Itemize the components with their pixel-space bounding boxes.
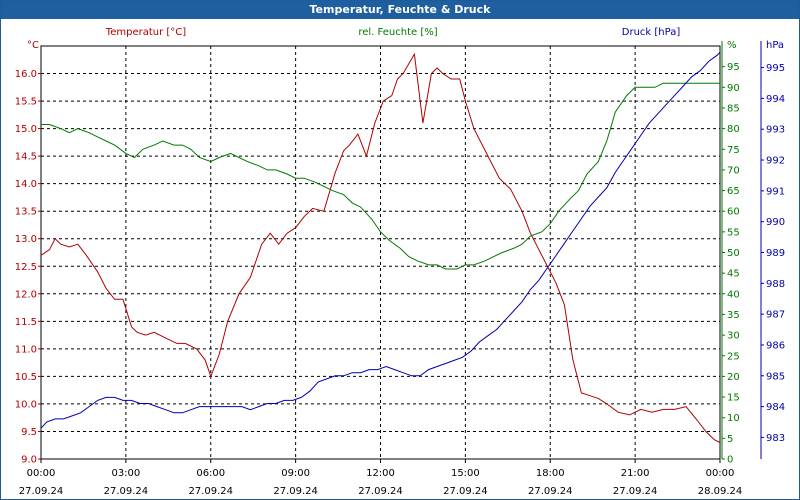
x-tick-label-time: 15:00 xyxy=(451,468,480,479)
pressure-tick-label: 993 xyxy=(766,125,785,136)
humidity-tick-label: 65 xyxy=(727,186,740,197)
pressure-series-line xyxy=(40,51,721,429)
temperature-tick-label: 16.0 xyxy=(15,69,37,80)
x-tick-label-date: 27.09.24 xyxy=(104,486,149,497)
x-tick-label-date: 27.09.24 xyxy=(443,486,488,497)
humidity-tick-label: 70 xyxy=(727,165,740,176)
temperature-tick-label: 9.5 xyxy=(21,427,37,438)
x-tick-label-date: 28.09.24 xyxy=(698,486,743,497)
pressure-tick-label: 988 xyxy=(766,279,785,290)
x-tick-label-date: 27.09.24 xyxy=(528,486,573,497)
humidity-tick-label: 30 xyxy=(727,331,740,342)
x-tick-label-time: 12:00 xyxy=(366,468,395,479)
x-tick-label-date: 27.09.24 xyxy=(273,486,318,497)
temperature-tick-label: 11.0 xyxy=(15,344,37,355)
x-tick-label-date: 27.09.24 xyxy=(188,486,233,497)
humidity-tick-label: 40 xyxy=(727,289,740,300)
x-tick-label-date: 27.09.24 xyxy=(19,486,64,497)
humidity-tick-label: 90 xyxy=(727,83,740,94)
series-group xyxy=(40,51,721,443)
temperature-tick-label: 14.5 xyxy=(15,152,37,163)
temperature-tick-label: 14.0 xyxy=(15,179,37,190)
chart-title: Temperatur, Feuchte & Druck xyxy=(1,1,799,19)
pressure-axis: 983 984 985 986 987 988 989 990 991 992 993 994 995 h… xyxy=(622,27,785,459)
temperature-tick-label: 12.0 xyxy=(15,289,37,300)
temperature-axis: 9.0 9.5 10.0 10.5 11.0 11.5 12.0 12.5 13.0 13.5 14… xyxy=(15,27,187,466)
humidity-axis: 0 5 10 15 20 25 30 35 40 45 50 55 60 65 70 75 80 85 90 95% r… xyxy=(358,27,739,466)
pressure-tick-label: 984 xyxy=(766,402,785,413)
humidity-tick-label: 10 xyxy=(727,413,740,424)
temperature-series-line xyxy=(40,52,721,443)
x-tick-label-date: 27.09.24 xyxy=(358,486,403,497)
x-tick-label-time: 00:00 xyxy=(27,468,56,479)
temperature-tick-label: 10.0 xyxy=(15,399,37,410)
temperature-tick-label: 10.5 xyxy=(15,372,37,383)
pressure-tick-label: 990 xyxy=(766,217,785,228)
humidity-tick-label: 85 xyxy=(727,103,740,114)
pressure-tick-label: 987 xyxy=(766,310,785,321)
time-axis: 00:00 27.09.24 03:00 27.09.24 06:00 27.09.24 0… xyxy=(19,459,743,497)
pressure-unit-label: hPa xyxy=(766,40,784,51)
pressure-tick-label: 991 xyxy=(766,186,785,197)
x-tick-label-time: 03:00 xyxy=(111,468,140,479)
pressure-tick-label: 992 xyxy=(766,156,785,167)
humidity-tick-label: 95 xyxy=(727,62,740,73)
chart-canvas: 9.0 9.5 10.0 10.5 11.0 11.5 12.0 12.5 13.0 13.5 14… xyxy=(15,27,785,497)
humidity-tick-label: 55 xyxy=(727,227,740,238)
x-tick-label-date: 27.09.24 xyxy=(613,486,658,497)
humidity-tick-label: 0 xyxy=(727,455,733,466)
temperature-tick-label: 15.5 xyxy=(15,97,37,108)
x-tick-label-time: 09:00 xyxy=(281,468,310,479)
pressure-axis-title: Druck [hPa] xyxy=(622,27,681,38)
humidity-tick-label: 20 xyxy=(727,372,740,383)
humidity-tick-label: 60 xyxy=(727,207,740,218)
temperature-unit-label: °C xyxy=(27,40,39,51)
temperature-tick-label: 15.0 xyxy=(15,124,37,135)
humidity-unit-label: % xyxy=(727,40,737,51)
temperature-tick-label: 13.0 xyxy=(15,234,37,245)
humidity-series-line xyxy=(41,82,720,270)
x-tick-label-time: 06:00 xyxy=(196,468,225,479)
temperature-tick-label: 9.0 xyxy=(21,455,37,466)
temperature-tick-label: 13.5 xyxy=(15,207,37,218)
pressure-tick-label: 989 xyxy=(766,248,785,259)
humidity-tick-label: 45 xyxy=(727,269,740,280)
x-tick-label-time: 00:00 xyxy=(706,468,735,479)
pressure-tick-label: 994 xyxy=(766,94,785,105)
pressure-tick-label: 983 xyxy=(766,433,785,444)
humidity-tick-label: 15 xyxy=(727,393,740,404)
x-tick-label-time: 18:00 xyxy=(536,468,565,479)
humidity-axis-title: rel. Feuchte [%] xyxy=(358,27,437,38)
humidity-tick-label: 50 xyxy=(727,248,740,259)
temperature-tick-label: 12.5 xyxy=(15,262,37,273)
humidity-tick-label: 25 xyxy=(727,351,740,362)
pressure-tick-label: 995 xyxy=(766,63,785,74)
humidity-tick-label: 5 xyxy=(727,434,733,445)
x-tick-label-time: 21:00 xyxy=(621,468,650,479)
pressure-tick-label: 986 xyxy=(766,340,785,351)
humidity-tick-label: 35 xyxy=(727,310,740,321)
humidity-tick-label: 75 xyxy=(727,145,740,156)
humidity-tick-label: 80 xyxy=(727,124,740,135)
temperature-tick-label: 11.5 xyxy=(15,317,37,328)
pressure-tick-label: 985 xyxy=(766,371,785,382)
temperature-axis-title: Temperatur [°C] xyxy=(105,27,186,38)
grid-lines xyxy=(41,46,720,459)
